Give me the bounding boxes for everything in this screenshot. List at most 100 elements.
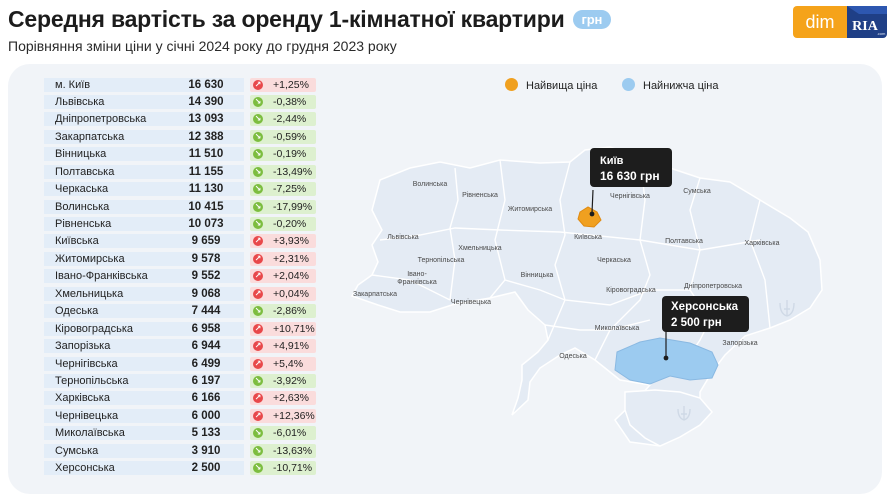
- region-price: 9 068: [168, 286, 244, 301]
- region-price: 7 444: [168, 304, 244, 319]
- region-price: 6 499: [168, 356, 244, 371]
- region-name: Житомирська: [44, 251, 171, 266]
- map-label: Харківська: [745, 239, 780, 247]
- region-price: 3 910: [168, 443, 244, 458]
- arrow-up-icon: ↗: [253, 79, 263, 90]
- region-name: Хмельницька: [44, 286, 171, 301]
- callout-lowest-value: 2 500 грн: [671, 317, 722, 329]
- table-row: Черкаська 11 130 ↘ -7,25%: [44, 181, 316, 198]
- region-name: Чернівецька: [44, 408, 171, 423]
- map-label: Чернівецька: [451, 298, 491, 306]
- map-label: Івано-Франківська: [397, 271, 437, 286]
- region-price: 13 093: [168, 112, 244, 127]
- price-change-value: -17,99%: [273, 200, 313, 213]
- region-price: 6 197: [168, 373, 244, 388]
- arrow-down-icon: ↘: [253, 428, 263, 439]
- price-change-badge: ↘ -0,59%: [250, 129, 316, 144]
- map-label: Чернігівська: [610, 192, 650, 200]
- trident-icon: [677, 300, 795, 421]
- map-label: Дніпропетровська: [684, 282, 742, 290]
- region-name: Сумська: [44, 443, 171, 458]
- price-change-value: +10,71%: [273, 322, 315, 335]
- region-name: Полтавська: [44, 164, 171, 179]
- arrow-up-icon: ↗: [253, 236, 263, 247]
- arrow-up-icon: ↗: [253, 341, 263, 352]
- price-change-value: +1,25%: [273, 78, 309, 91]
- price-change-badge: ↘ -13,49%: [250, 164, 316, 179]
- price-change-badge: ↗ +0,04%: [250, 286, 316, 301]
- brand-logo: dim RIA .com: [793, 6, 887, 38]
- price-change-value: -0,19%: [273, 148, 307, 161]
- region-name: Запорізька: [44, 339, 171, 354]
- table-row: Волинська 10 415 ↘ -17,99%: [44, 198, 316, 215]
- price-change-badge: ↘ -2,86%: [250, 304, 316, 319]
- arrow-down-icon: ↘: [253, 184, 263, 195]
- arrow-up-icon: ↗: [253, 323, 263, 334]
- arrow-down-icon: ↘: [253, 306, 263, 317]
- price-change-badge: ↗ +4,91%: [250, 339, 316, 354]
- price-change-value: +0,04%: [273, 287, 309, 300]
- price-change-badge: ↘ -10,71%: [250, 461, 316, 476]
- price-change-value: +3,93%: [273, 235, 309, 248]
- price-change-badge: ↗ +2,04%: [250, 269, 316, 284]
- arrow-up-icon: ↗: [253, 410, 263, 421]
- region-name: Закарпатська: [44, 129, 171, 144]
- arrow-down-icon: ↘: [253, 219, 263, 229]
- price-change-value: +4,91%: [273, 340, 309, 353]
- map-label: Волинська: [413, 181, 448, 188]
- map-label: Рівненська: [462, 191, 498, 199]
- region-name: Дніпропетровська: [44, 112, 171, 127]
- arrow-up-icon: ↗: [253, 253, 263, 264]
- table-row: Хмельницька 9 068 ↗ +0,04%: [44, 285, 316, 302]
- map-label: Миколаївська: [595, 325, 640, 332]
- map-label: Кіровоградська: [606, 286, 656, 294]
- price-change-value: -7,25%: [273, 183, 307, 196]
- legend-highest: Найвища ціна: [505, 78, 597, 92]
- region-price: 9 552: [168, 269, 244, 284]
- region-name: Вінницька: [44, 147, 171, 162]
- table-row: Запорізька 6 944 ↗ +4,91%: [44, 338, 316, 355]
- table-row: Дніпропетровська 13 093 ↘ -2,44%: [44, 111, 316, 128]
- ria-logo-domain: .com: [877, 31, 886, 36]
- region-name: Волинська: [44, 199, 171, 214]
- price-change-value: -6,01%: [273, 427, 307, 440]
- region-price: 9 578: [168, 251, 244, 266]
- map-label: Тернопільська: [418, 256, 465, 264]
- legend-highest-dot: [505, 78, 518, 91]
- callout-lowest: Херсонська 2 500 грн: [662, 296, 749, 361]
- map-label: Вінницька: [521, 271, 554, 279]
- legend-lowest: Найнижча ціна: [622, 78, 719, 92]
- price-change-badge: ↗ +3,93%: [250, 234, 316, 249]
- arrow-down-icon: ↘: [253, 114, 263, 125]
- ria-logo-icon: RIA .com: [847, 6, 887, 36]
- table-row: Одеська 7 444 ↘ -2,86%: [44, 303, 316, 320]
- region-name: Львівська: [44, 94, 171, 109]
- price-change-badge: ↗ +12,36%: [250, 408, 316, 423]
- region-price: 11 130: [168, 182, 244, 197]
- table-row: Львівська 14 390 ↘ -0,38%: [44, 93, 316, 110]
- region-price: 16 630: [168, 77, 244, 92]
- table-row: Тернопільська 6 197 ↘ -3,92%: [44, 372, 316, 389]
- table-row: Івано-Франківська 9 552 ↗ +2,04%: [44, 268, 316, 285]
- map-label: Черкаська: [597, 257, 631, 264]
- price-change-value: -0,20%: [273, 218, 307, 230]
- map-label: Хмельницька: [458, 245, 502, 252]
- arrow-down-icon: ↘: [253, 463, 263, 474]
- region-price: 10 073: [168, 217, 244, 231]
- region-price: 10 415: [168, 199, 244, 214]
- table-row: Чернігівська 6 499 ↗ +5,4%: [44, 355, 316, 372]
- price-change-value: -0,38%: [273, 95, 307, 108]
- price-change-value: +12,36%: [273, 409, 315, 422]
- price-change-badge: ↗ +1,25%: [250, 77, 316, 92]
- arrow-down-icon: ↘: [253, 149, 263, 160]
- callout-highest-region: Київ: [600, 155, 624, 167]
- table-row: Закарпатська 12 388 ↘ -0,59%: [44, 128, 316, 145]
- table-row: Кіровоградська 6 958 ↗ +10,71%: [44, 320, 316, 337]
- price-change-value: +2,31%: [273, 252, 309, 265]
- region-price: 6 944: [168, 339, 244, 354]
- table-row: м. Київ 16 630 ↗ +1,25%: [44, 76, 316, 93]
- price-change-value: -3,92%: [273, 374, 307, 387]
- price-change-value: -2,86%: [273, 305, 307, 318]
- price-change-badge: ↗ +10,71%: [250, 321, 316, 336]
